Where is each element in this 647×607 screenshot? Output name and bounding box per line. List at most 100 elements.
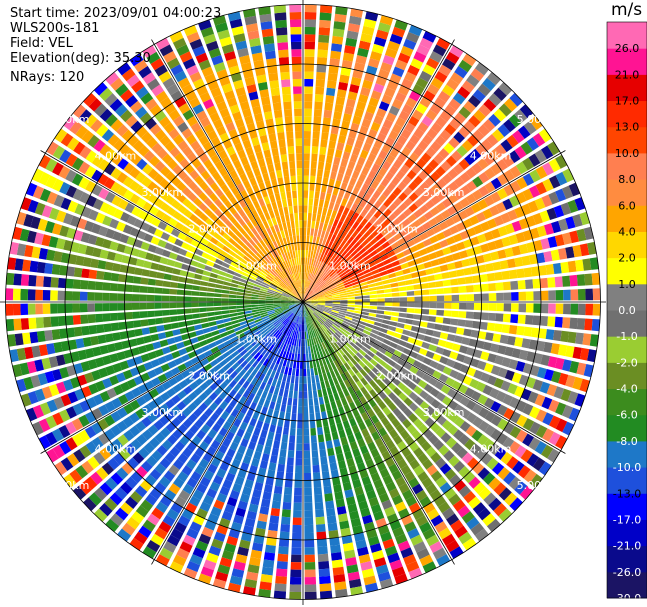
- velocity-cell: [20, 318, 30, 330]
- velocity-cell: [328, 269, 335, 276]
- velocity-cell: [319, 590, 333, 599]
- velocity-cell: [305, 287, 309, 296]
- velocity-cell: [250, 227, 259, 236]
- velocity-cell: [363, 482, 374, 493]
- velocity-cell: [387, 250, 396, 258]
- velocity-cell: [304, 316, 307, 325]
- field-name: Field: VEL: [10, 36, 73, 51]
- velocity-cell: [161, 295, 170, 302]
- velocity-cell: [354, 293, 363, 297]
- velocity-cell: [402, 418, 412, 429]
- velocity-cell: [88, 492, 102, 506]
- velocity-cell: [372, 273, 381, 279]
- velocity-cell: [255, 404, 263, 413]
- velocity-cell: [286, 131, 294, 140]
- velocity-cell: [41, 204, 53, 218]
- velocity-cell: [289, 435, 296, 444]
- velocity-cell: [60, 457, 74, 472]
- velocity-cell: [523, 120, 537, 135]
- velocity-cell: [305, 316, 308, 325]
- velocity-cell: [354, 296, 363, 299]
- velocity-cell: [140, 277, 149, 285]
- velocity-cell: [384, 263, 394, 270]
- velocity-cell: [510, 280, 519, 290]
- velocity-cell: [255, 191, 263, 200]
- velocity-cell: [340, 337, 347, 344]
- colorbar-segment: [607, 414, 647, 442]
- velocity-cell: [286, 276, 292, 284]
- velocity-cell: [200, 423, 211, 434]
- velocity-cell: [538, 265, 547, 276]
- velocity-cell: [57, 303, 66, 314]
- velocity-cell: [325, 304, 333, 307]
- velocity-cell: [242, 389, 251, 399]
- velocity-cell: [532, 379, 544, 392]
- velocity-cell: [236, 332, 245, 339]
- velocity-cell: [547, 316, 556, 327]
- velocity-cell: [251, 457, 260, 467]
- velocity-cell: [253, 167, 261, 177]
- velocity-cell: [282, 307, 290, 311]
- velocity-cell: [239, 320, 248, 326]
- velocity-cell: [353, 332, 361, 339]
- velocity-cell: [337, 313, 346, 318]
- velocity-cell: [500, 139, 513, 153]
- velocity-cell: [287, 397, 293, 406]
- velocity-cell: [258, 198, 266, 207]
- velocity-cell: [295, 280, 299, 289]
- velocity-cell: [498, 82, 513, 96]
- velocity-cell: [219, 359, 228, 368]
- velocity-cell: [437, 90, 451, 103]
- velocity-cell: [326, 278, 333, 285]
- velocity-cell: [403, 397, 413, 407]
- velocity-cell: [203, 470, 215, 481]
- velocity-cell: [232, 339, 241, 347]
- velocity-cell: [79, 145, 92, 159]
- velocity-cell: [399, 353, 409, 361]
- velocity-cell: [7, 334, 17, 347]
- velocity-cell: [323, 169, 331, 179]
- velocity-cell: [325, 277, 332, 284]
- velocity-cell: [327, 280, 335, 286]
- velocity-cell: [391, 494, 404, 506]
- velocity-cell: [528, 153, 541, 167]
- velocity-cell: [156, 324, 165, 333]
- velocity-cell: [222, 420, 232, 431]
- velocity-cell: [470, 68, 485, 82]
- velocity-cell: [395, 533, 408, 545]
- velocity-cell: [262, 317, 270, 323]
- velocity-cell: [91, 223, 102, 235]
- velocity-cell: [199, 307, 207, 313]
- velocity-cell: [343, 404, 351, 413]
- velocity-cell: [295, 272, 299, 281]
- velocity-cell: [319, 146, 327, 155]
- velocity-cell: [317, 229, 322, 238]
- velocity-cell: [219, 461, 230, 472]
- velocity-cell: [367, 169, 377, 180]
- velocity-cell: [273, 387, 280, 396]
- velocity-cell: [295, 145, 303, 154]
- velocity-cell: [321, 238, 327, 247]
- velocity-cell: [115, 507, 129, 521]
- velocity-cell: [170, 322, 180, 330]
- velocity-cell: [333, 244, 340, 252]
- velocity-cell: [245, 448, 254, 458]
- velocity-cell: [304, 11, 317, 20]
- velocity-cell: [353, 313, 362, 318]
- velocity-cell: [289, 4, 302, 13]
- velocity-cell: [503, 407, 515, 420]
- velocity-cell: [216, 323, 226, 330]
- velocity-cell: [339, 381, 347, 391]
- velocity-cell: [192, 547, 206, 559]
- colorbar-segment: [607, 283, 647, 311]
- velocity-cell: [58, 165, 71, 179]
- velocity-cell: [187, 192, 198, 202]
- velocity-cell: [150, 533, 164, 546]
- velocity-cell: [340, 346, 348, 354]
- velocity-cell: [286, 328, 291, 336]
- velocity-cell: [131, 80, 145, 93]
- velocity-cell: [348, 272, 356, 279]
- velocity-cell: [314, 251, 319, 260]
- velocity-cell: [409, 265, 418, 273]
- velocity-cell: [292, 322, 296, 331]
